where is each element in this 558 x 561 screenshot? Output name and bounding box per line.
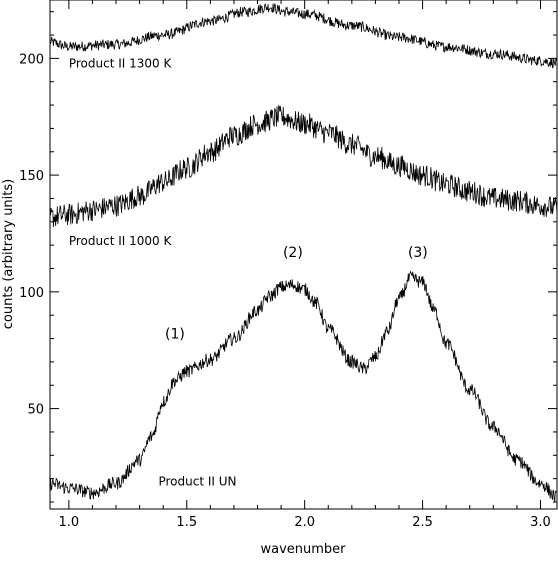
y-tick-label: 150 (19, 169, 44, 184)
series-line-1 (49, 2, 558, 69)
x-tick-label: 2.5 (412, 515, 433, 530)
x-tick-label: 2.0 (294, 515, 315, 530)
series-line-3 (49, 270, 558, 503)
peak-label: (1) (165, 327, 185, 343)
x-ticks: 1.0 1.5 2.0 2.5 3.0 (59, 0, 551, 530)
x-tick-label: 1.0 (59, 515, 80, 530)
series-layer (49, 2, 558, 503)
y-tick-label: 200 (19, 52, 44, 67)
peak-label: (3) (408, 245, 428, 261)
series-annotation: Product II 1300 K (69, 57, 173, 71)
x-axis-label: wavenumber (260, 542, 346, 556)
annotation-layer: Product II 1300 K Product II 1000 K Produc… (69, 57, 428, 489)
x-tick-label: 3.0 (530, 515, 551, 530)
series-annotation: Product II UN (158, 475, 236, 489)
x-tick-label: 1.5 (176, 515, 197, 530)
peak-label: (2) (283, 245, 303, 261)
y-tick-label: 50 (27, 403, 44, 418)
series-annotation: Product II 1000 K (69, 234, 173, 248)
series-line-2 (49, 104, 558, 227)
y-axis-label: counts (arbitrary units) (1, 179, 16, 329)
plot-frame (49, 0, 558, 510)
y-tick-label: 100 (19, 286, 44, 301)
y-ticks: 50 100 150 200 (19, 11, 557, 503)
